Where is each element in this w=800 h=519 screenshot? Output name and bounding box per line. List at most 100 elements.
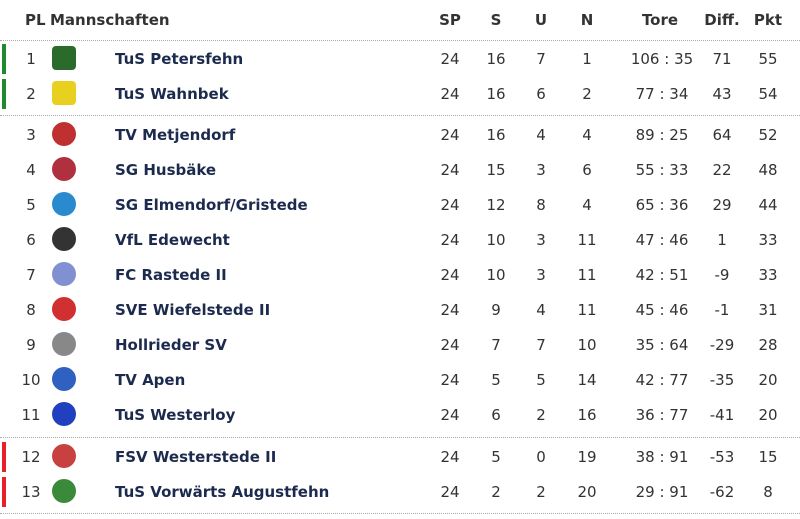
table-row: 4 SG Husbäke 24 15 3 6 55 : 33 22 48: [0, 152, 800, 187]
position: 13: [21, 482, 41, 501]
team-logo-icon: [52, 444, 76, 468]
cell-n: 14: [577, 370, 597, 389]
cell-diff: -41: [709, 405, 735, 424]
divider: [0, 437, 800, 438]
team-name[interactable]: TuS Vorwärts Augustfehn: [115, 482, 330, 501]
cell-sp: 24: [440, 160, 460, 179]
cell-diff: 29: [712, 195, 732, 214]
cell-n: 2: [582, 84, 592, 103]
promotion-marker: [2, 44, 6, 74]
cell-u: 5: [536, 370, 546, 389]
team-name[interactable]: VfL Edewecht: [115, 230, 230, 249]
cell-n: 16: [577, 405, 597, 424]
cell-sp: 24: [440, 300, 460, 319]
cell-diff: 43: [712, 84, 732, 103]
cell-s: 16: [486, 84, 506, 103]
cell-tore: 36 : 77: [635, 405, 689, 424]
cell-sp: 24: [440, 84, 460, 103]
cell-n: 4: [582, 195, 592, 214]
cell-u: 7: [536, 49, 546, 68]
cell-s: 2: [491, 482, 501, 501]
table-row: 5 SG Elmendorf/Gristede 24 12 8 4 65 : 36 29 44: [0, 187, 800, 222]
cell-pkt: 48: [758, 160, 778, 179]
cell-s: 16: [486, 49, 506, 68]
table-header: PL Mannschaften SP S U N Tore Diff. Pkt: [0, 0, 800, 40]
cell-diff: -9: [714, 265, 730, 284]
team-name[interactable]: SVE Wiefelstede II: [115, 300, 271, 319]
cell-s: 5: [491, 370, 501, 389]
cell-diff: 71: [712, 49, 732, 68]
cell-tore: 55 : 33: [635, 160, 689, 179]
cell-tore: 77 : 34: [635, 84, 689, 103]
team-logo-icon: [52, 192, 76, 216]
team-name[interactable]: FC Rastede II: [115, 265, 227, 284]
cell-sp: 24: [440, 195, 460, 214]
cell-pkt: 20: [758, 370, 778, 389]
header-team: Mannschaften: [50, 11, 170, 29]
table-row: 8 SVE Wiefelstede II 24 9 4 11 45 : 46 -1 31: [0, 292, 800, 327]
team-name[interactable]: FSV Westerstede II: [115, 447, 277, 466]
cell-sp: 24: [440, 447, 460, 466]
table-row: 7 FC Rastede II 24 10 3 11 42 : 51 -9 33: [0, 257, 800, 292]
cell-sp: 24: [440, 482, 460, 501]
cell-pkt: 44: [758, 195, 778, 214]
cell-diff: 22: [712, 160, 732, 179]
cell-n: 4: [582, 125, 592, 144]
cell-pkt: 33: [758, 265, 778, 284]
cell-u: 2: [536, 405, 546, 424]
relegation-marker: [2, 442, 6, 472]
cell-diff: -29: [709, 335, 735, 354]
cell-pkt: 33: [758, 230, 778, 249]
cell-u: 3: [536, 265, 546, 284]
position: 6: [26, 230, 36, 249]
cell-tore: 42 : 77: [635, 370, 689, 389]
team-name[interactable]: Hollrieder SV: [115, 335, 227, 354]
cell-u: 0: [536, 447, 546, 466]
cell-pkt: 31: [758, 300, 778, 319]
cell-pkt: 28: [758, 335, 778, 354]
cell-tore: 38 : 91: [635, 447, 689, 466]
position: 10: [21, 370, 41, 389]
cell-tore: 106 : 35: [630, 49, 694, 68]
position: 1: [26, 49, 36, 68]
header-diff: Diff.: [704, 11, 740, 29]
cell-n: 10: [577, 335, 597, 354]
team-name[interactable]: TuS Petersfehn: [115, 49, 244, 68]
team-name[interactable]: TV Apen: [115, 370, 186, 389]
header-pl: PL: [25, 11, 46, 29]
team-name[interactable]: SG Elmendorf/Gristede: [115, 195, 308, 214]
cell-s: 10: [486, 265, 506, 284]
team-name[interactable]: SG Husbäke: [115, 160, 217, 179]
cell-pkt: 52: [758, 125, 778, 144]
cell-s: 9: [491, 300, 501, 319]
cell-sp: 24: [440, 405, 460, 424]
position: 12: [21, 447, 41, 466]
cell-pkt: 54: [758, 84, 778, 103]
cell-tore: 45 : 46: [635, 300, 689, 319]
team-logo-icon: [52, 402, 76, 426]
cell-s: 15: [486, 160, 506, 179]
table-row: 9 Hollrieder SV 24 7 7 10 35 : 64 -29 28: [0, 327, 800, 362]
team-logo-icon: [52, 297, 76, 321]
cell-n: 11: [577, 300, 597, 319]
team-name[interactable]: TV Metjendorf: [115, 125, 236, 144]
cell-diff: -1: [714, 300, 730, 319]
table-row: 3 TV Metjendorf 24 16 4 4 89 : 25 64 52: [0, 117, 800, 152]
cell-n: 1: [582, 49, 592, 68]
table-row: 10 TV Apen 24 5 5 14 42 : 77 -35 20: [0, 362, 800, 397]
header-n: N: [580, 11, 594, 29]
cell-sp: 24: [440, 370, 460, 389]
table-row: 13 TuS Vorwärts Augustfehn 24 2 2 20 29 : 91 -6…: [0, 474, 800, 509]
cell-s: 16: [486, 125, 506, 144]
team-name[interactable]: TuS Westerloy: [115, 405, 236, 424]
position: 5: [26, 195, 36, 214]
cell-u: 3: [536, 160, 546, 179]
cell-tore: 89 : 25: [635, 125, 689, 144]
team-name[interactable]: TuS Wahnbek: [115, 84, 229, 103]
team-logo-icon: [52, 367, 76, 391]
cell-n: 20: [577, 482, 597, 501]
cell-n: 11: [577, 265, 597, 284]
cell-pkt: 15: [758, 447, 778, 466]
team-logo-icon: [52, 262, 76, 286]
cell-pkt: 55: [758, 49, 778, 68]
